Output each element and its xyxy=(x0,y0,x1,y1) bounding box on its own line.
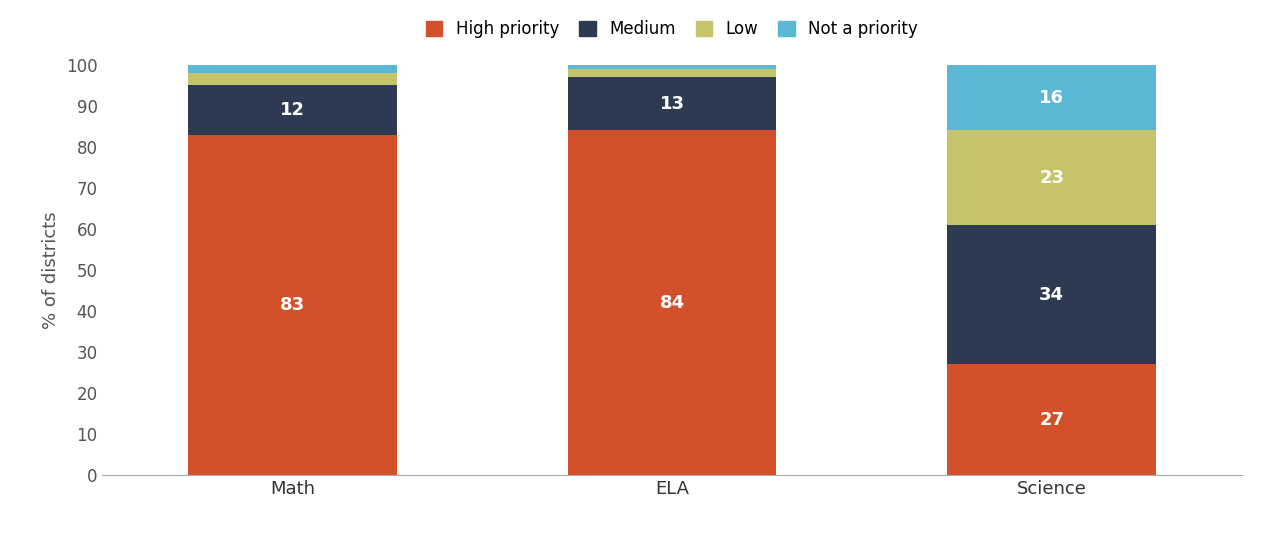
Text: 34: 34 xyxy=(1039,286,1064,303)
Bar xyxy=(567,65,777,69)
Bar xyxy=(947,225,1156,364)
Bar xyxy=(188,85,397,134)
Bar xyxy=(947,131,1156,225)
Bar xyxy=(567,77,777,131)
Bar xyxy=(188,134,397,475)
Text: 83: 83 xyxy=(280,296,305,314)
Bar xyxy=(188,65,397,73)
Bar xyxy=(567,69,777,77)
Bar xyxy=(188,73,397,85)
Text: 27: 27 xyxy=(1039,411,1064,429)
Text: 13: 13 xyxy=(659,95,685,113)
Legend: High priority, Medium, Low, Not a priority: High priority, Medium, Low, Not a priori… xyxy=(426,20,918,38)
Text: 12: 12 xyxy=(280,101,305,119)
Text: 84: 84 xyxy=(659,294,685,312)
Text: 16: 16 xyxy=(1039,89,1064,106)
Text: 23: 23 xyxy=(1039,168,1064,187)
Bar xyxy=(567,131,777,475)
Bar xyxy=(947,364,1156,475)
Bar xyxy=(947,65,1156,131)
Y-axis label: % of districts: % of districts xyxy=(42,211,60,329)
